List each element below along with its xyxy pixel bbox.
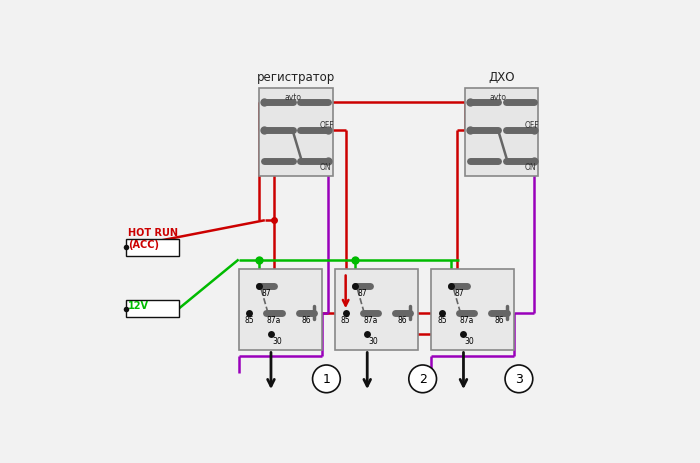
Text: 1: 1 (323, 373, 330, 386)
Text: avto: avto (284, 93, 301, 102)
Text: 86: 86 (494, 315, 504, 324)
Text: avto: avto (489, 93, 507, 102)
Text: ON: ON (319, 163, 331, 172)
Text: 85: 85 (244, 315, 254, 324)
Bar (126, 239, 178, 256)
Text: 30: 30 (465, 337, 475, 346)
Text: 30: 30 (272, 337, 282, 346)
Circle shape (505, 365, 533, 393)
Circle shape (409, 365, 437, 393)
Text: 87: 87 (358, 288, 368, 297)
Text: HOT RUN: HOT RUN (127, 228, 178, 238)
Text: 87: 87 (454, 288, 463, 297)
Bar (335, 269, 418, 350)
Text: ДХО: ДХО (488, 71, 514, 84)
Text: 12V: 12V (127, 300, 148, 310)
Text: 87a: 87a (363, 315, 377, 324)
Text: ON: ON (525, 163, 537, 172)
Text: 85: 85 (341, 315, 351, 324)
Bar (239, 269, 322, 350)
Text: 2: 2 (419, 373, 426, 386)
Circle shape (312, 365, 340, 393)
Text: 30: 30 (368, 337, 378, 346)
Text: (ACC): (ACC) (127, 240, 159, 250)
Text: регистратор: регистратор (256, 71, 335, 84)
Text: OFF: OFF (525, 121, 540, 130)
Text: 87: 87 (262, 288, 271, 297)
Text: 87a: 87a (267, 315, 281, 324)
Text: 87a: 87a (459, 315, 474, 324)
Text: 85: 85 (437, 315, 447, 324)
Bar (431, 269, 514, 350)
Text: 3: 3 (515, 373, 523, 386)
Text: 86: 86 (302, 315, 312, 324)
Bar (465, 88, 538, 177)
Text: 86: 86 (398, 315, 407, 324)
Text: OFF: OFF (319, 121, 334, 130)
Bar (126, 300, 178, 318)
Bar (260, 88, 332, 177)
